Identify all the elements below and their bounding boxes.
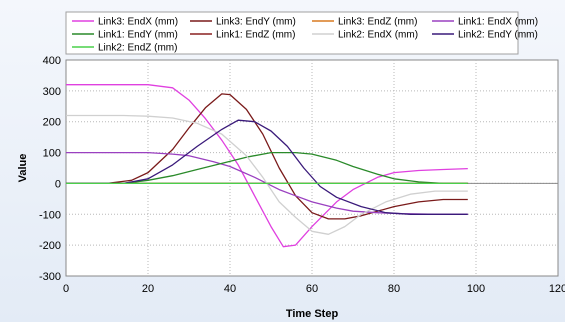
legend-label-6: Link2: EndX (mm) bbox=[338, 30, 418, 41]
legend-label-7: Link2: EndY (mm) bbox=[458, 30, 538, 41]
legend-label-5: Link1: EndZ (mm) bbox=[216, 30, 295, 41]
legend-label-0: Link3: EndX (mm) bbox=[98, 17, 178, 28]
x-tick-label: 100 bbox=[467, 283, 485, 295]
y-tick-label: 0 bbox=[55, 178, 61, 190]
y-axis-title: Value bbox=[17, 154, 29, 183]
x-tick-label: 60 bbox=[306, 283, 318, 295]
series-line-0 bbox=[66, 84, 468, 248]
series-line-1 bbox=[66, 93, 468, 220]
y-tick-label: 400 bbox=[43, 55, 61, 67]
x-tick-label: 120 bbox=[549, 283, 565, 295]
y-tick-label: -200 bbox=[39, 240, 61, 252]
legend-label-1: Link3: EndY (mm) bbox=[216, 17, 296, 28]
series-line-4 bbox=[66, 151, 468, 185]
x-tick-label: 40 bbox=[224, 283, 236, 295]
legend-label-8: Link2: EndZ (mm) bbox=[98, 43, 177, 54]
y-tick-label: 100 bbox=[43, 148, 61, 160]
series-line-7 bbox=[66, 119, 468, 215]
y-tick-label: 300 bbox=[43, 86, 61, 98]
x-axis-title: Time Step bbox=[286, 308, 339, 320]
x-tick-label: 0 bbox=[63, 283, 69, 295]
y-tick-label: -300 bbox=[39, 271, 61, 283]
legend-box bbox=[65, 11, 519, 55]
y-tick-label: 200 bbox=[43, 117, 61, 129]
legend-label-3: Link1: EndX (mm) bbox=[458, 17, 538, 28]
x-tick-label: 20 bbox=[142, 283, 154, 295]
series-line-6 bbox=[66, 114, 468, 235]
legend-label-2: Link3: EndZ (mm) bbox=[338, 17, 417, 28]
x-tick-label: 80 bbox=[388, 283, 400, 295]
legend-label-4: Link1: EndY (mm) bbox=[98, 30, 178, 41]
y-tick-label: -100 bbox=[39, 209, 61, 221]
